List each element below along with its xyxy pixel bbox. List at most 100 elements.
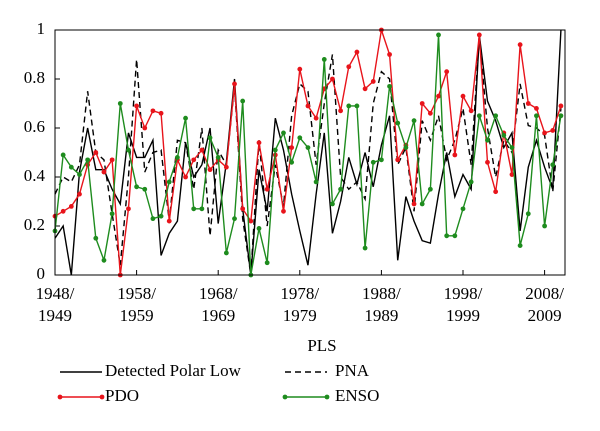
y-tick-label: 0.4: [24, 166, 46, 185]
series-point: [264, 186, 270, 192]
series-point: [207, 167, 213, 173]
series-point: [403, 145, 409, 151]
series-point: [142, 125, 148, 131]
series-point: [191, 206, 197, 212]
series-point: [240, 206, 246, 212]
x-tick-label: 1998/1999: [444, 284, 483, 325]
series-line: [54, 29, 562, 276]
series-point: [60, 208, 66, 214]
series-point: [346, 103, 352, 109]
series-point: [175, 155, 180, 160]
series-point: [427, 110, 433, 116]
series-point: [256, 140, 262, 146]
series-point: [436, 32, 441, 38]
legend-marker: [99, 394, 105, 400]
series-point: [387, 83, 392, 89]
series-point: [362, 245, 368, 251]
series-point: [313, 179, 319, 185]
series-point: [101, 169, 107, 175]
series-point: [150, 108, 156, 114]
series-point: [370, 79, 376, 84]
series-point: [134, 184, 140, 190]
series-point: [281, 130, 286, 136]
series-point: [207, 135, 213, 141]
series-point: [330, 76, 335, 82]
series-point: [550, 128, 556, 133]
series-point: [199, 206, 205, 212]
series-point: [117, 101, 123, 106]
y-tick-label: 0.6: [24, 117, 45, 136]
series-point: [354, 103, 360, 109]
series-point: [534, 106, 539, 111]
series-point: [476, 32, 482, 38]
series-point: [313, 115, 319, 121]
series-point: [101, 257, 107, 263]
series-point: [166, 179, 172, 185]
series-point: [150, 216, 156, 222]
series-point: [85, 157, 91, 163]
legend-marker: [282, 394, 288, 400]
series-point: [215, 155, 221, 160]
legend-label: ENSO: [335, 386, 379, 405]
series-point: [468, 108, 474, 114]
series-point: [517, 42, 523, 48]
series-point: [281, 208, 286, 214]
x-tick-label: 1958/1959: [117, 284, 156, 325]
series-point: [427, 186, 433, 192]
series-point: [534, 113, 539, 119]
series-point: [321, 57, 327, 62]
series-point: [248, 218, 254, 224]
y-tick-label: 0: [37, 264, 46, 283]
series-point: [338, 108, 343, 114]
series-point: [493, 113, 499, 119]
y-tick-label: 1: [37, 19, 46, 38]
x-tick-label: 1988/1989: [362, 284, 401, 325]
series-point: [338, 186, 343, 192]
series-point: [264, 260, 270, 266]
series-point: [191, 157, 197, 163]
series-point: [550, 162, 556, 168]
series-point: [142, 186, 148, 192]
series-point: [158, 110, 164, 116]
series-point: [60, 152, 66, 158]
series-point: [493, 189, 499, 195]
y-tick-label: 0.2: [24, 215, 45, 234]
x-tick-label: 2008/2009: [525, 284, 564, 325]
series-point: [468, 179, 474, 185]
series-point: [476, 113, 482, 119]
series-point: [452, 152, 458, 158]
series-point: [509, 172, 515, 177]
series-point: [419, 101, 425, 106]
series-point: [485, 159, 490, 165]
series-point: [444, 233, 450, 239]
legend-label: PDO: [105, 386, 139, 405]
series-point: [199, 147, 205, 153]
series-point: [411, 201, 417, 207]
series-line: [54, 34, 562, 276]
series-point: [460, 206, 466, 212]
series-point: [93, 150, 99, 155]
series-point: [452, 233, 458, 239]
series-point: [109, 157, 115, 163]
series-point: [109, 211, 115, 217]
series-point: [256, 226, 262, 231]
legend-label: Detected Polar Low: [105, 361, 242, 380]
series-point: [297, 135, 303, 141]
series-point: [419, 201, 425, 207]
series-point: [166, 218, 172, 224]
series-point: [395, 120, 401, 126]
series-point: [354, 49, 360, 55]
series-point: [305, 103, 311, 109]
series-line: [54, 34, 562, 276]
series-point: [379, 157, 384, 163]
series-point: [558, 113, 564, 119]
series-point: [330, 201, 335, 207]
x-tick-label: 1948/1949: [36, 284, 75, 325]
series-point: [126, 206, 131, 212]
series-point: [183, 115, 188, 121]
series-point: [68, 204, 74, 209]
series-point: [542, 223, 547, 229]
legend-marker: [57, 394, 63, 400]
series-line: [54, 29, 562, 276]
